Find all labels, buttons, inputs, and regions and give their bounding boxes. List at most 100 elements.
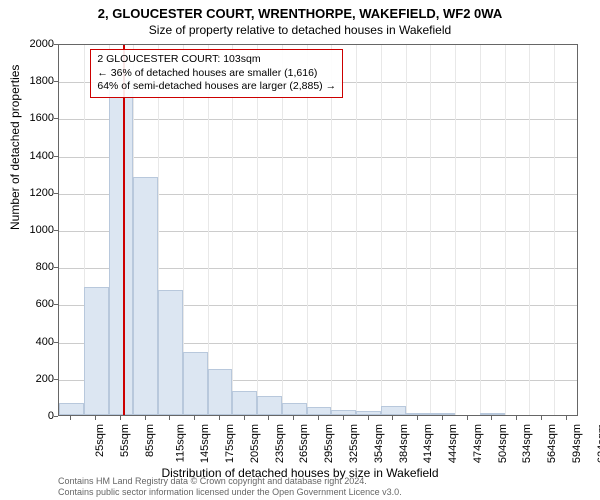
x-tick-mark	[417, 416, 418, 420]
histogram-bar	[84, 287, 109, 415]
grid-line-v	[331, 45, 332, 415]
annotation-line3: 64% of semi-detached houses are larger (…	[97, 80, 336, 94]
histogram-bar	[430, 413, 455, 415]
x-tick-label: 175sqm	[224, 424, 236, 463]
footer-attribution: Contains HM Land Registry data © Crown c…	[58, 476, 402, 498]
y-tick-mark	[54, 118, 58, 119]
y-tick-mark	[54, 44, 58, 45]
x-tick-mark	[343, 416, 344, 420]
footer-line1: Contains HM Land Registry data © Crown c…	[58, 476, 402, 487]
y-tick-label: 2000	[14, 38, 54, 50]
x-tick-label: 295sqm	[323, 424, 335, 463]
grid-line-v	[356, 45, 357, 415]
histogram-bar	[232, 391, 257, 415]
x-tick-mark	[70, 416, 71, 420]
x-tick-mark	[95, 416, 96, 420]
histogram-bar	[109, 80, 134, 415]
x-tick-mark	[491, 416, 492, 420]
grid-line-v	[257, 45, 258, 415]
x-tick-mark	[169, 416, 170, 420]
x-tick-mark	[368, 416, 369, 420]
histogram-bar	[480, 413, 505, 415]
x-tick-mark	[516, 416, 517, 420]
histogram-bar	[59, 403, 84, 415]
grid-line-h	[59, 119, 577, 120]
histogram-bar	[257, 396, 282, 415]
grid-line-v	[529, 45, 530, 415]
x-tick-label: 325sqm	[348, 424, 360, 463]
grid-line-v	[455, 45, 456, 415]
x-tick-label: 504sqm	[497, 424, 509, 463]
y-tick-label: 0	[14, 410, 54, 422]
x-tick-label: 564sqm	[546, 424, 558, 463]
y-tick-mark	[54, 193, 58, 194]
x-tick-label: 414sqm	[422, 424, 434, 463]
x-tick-label: 205sqm	[249, 424, 261, 463]
annotation-line1: 2 GLOUCESTER COURT: 103sqm	[97, 53, 336, 67]
chart-title-sub: Size of property relative to detached ho…	[0, 21, 600, 41]
x-tick-label: 624sqm	[596, 424, 600, 463]
y-tick-label: 1400	[14, 150, 54, 162]
annotation-box: 2 GLOUCESTER COURT: 103sqm← 36% of detac…	[90, 49, 343, 98]
x-tick-label: 145sqm	[200, 424, 212, 463]
chart-title-main: 2, GLOUCESTER COURT, WRENTHORPE, WAKEFIE…	[0, 0, 600, 21]
grid-line-h	[59, 157, 577, 158]
y-tick-mark	[54, 267, 58, 268]
chart-plot-area: 2 GLOUCESTER COURT: 103sqm← 36% of detac…	[58, 44, 578, 416]
y-tick-mark	[54, 416, 58, 417]
y-tick-label: 400	[14, 336, 54, 348]
x-tick-label: 235sqm	[274, 424, 286, 463]
x-tick-mark	[442, 416, 443, 420]
y-tick-label: 800	[14, 261, 54, 273]
histogram-bar	[307, 407, 332, 415]
x-tick-mark	[219, 416, 220, 420]
grid-line-v	[381, 45, 382, 415]
x-tick-mark	[145, 416, 146, 420]
x-tick-label: 55sqm	[119, 424, 131, 457]
grid-line-v	[406, 45, 407, 415]
grid-line-v	[208, 45, 209, 415]
x-tick-mark	[467, 416, 468, 420]
y-tick-mark	[54, 156, 58, 157]
grid-line-v	[282, 45, 283, 415]
x-tick-label: 25sqm	[94, 424, 106, 457]
x-tick-mark	[318, 416, 319, 420]
histogram-bar	[183, 352, 208, 415]
x-tick-mark	[541, 416, 542, 420]
x-tick-mark	[392, 416, 393, 420]
histogram-bar	[381, 406, 406, 415]
y-tick-mark	[54, 230, 58, 231]
grid-line-v	[505, 45, 506, 415]
x-tick-label: 594sqm	[571, 424, 583, 463]
x-tick-label: 115sqm	[174, 424, 186, 462]
x-tick-label: 444sqm	[447, 424, 459, 463]
x-tick-label: 474sqm	[472, 424, 484, 463]
x-tick-mark	[120, 416, 121, 420]
histogram-bar	[158, 290, 183, 415]
y-tick-label: 1800	[14, 75, 54, 87]
grid-line-v	[480, 45, 481, 415]
x-tick-mark	[566, 416, 567, 420]
x-tick-mark	[293, 416, 294, 420]
y-tick-label: 1000	[14, 224, 54, 236]
x-tick-mark	[244, 416, 245, 420]
annotation-line2: ← 36% of detached houses are smaller (1,…	[97, 67, 336, 81]
histogram-bar	[331, 410, 356, 415]
grid-line-v	[554, 45, 555, 415]
histogram-bar	[133, 177, 158, 415]
y-tick-label: 200	[14, 373, 54, 385]
x-tick-label: 384sqm	[398, 424, 410, 463]
x-tick-label: 85sqm	[144, 424, 156, 457]
histogram-bar	[356, 411, 381, 415]
x-tick-label: 265sqm	[299, 424, 311, 463]
x-tick-label: 354sqm	[373, 424, 385, 463]
y-tick-label: 600	[14, 298, 54, 310]
y-tick-label: 1600	[14, 112, 54, 124]
grid-line-v	[307, 45, 308, 415]
x-tick-mark	[194, 416, 195, 420]
histogram-bar	[282, 403, 307, 415]
property-marker-line	[123, 45, 125, 415]
y-tick-label: 1200	[14, 187, 54, 199]
histogram-bar	[406, 413, 431, 415]
grid-line-v	[232, 45, 233, 415]
